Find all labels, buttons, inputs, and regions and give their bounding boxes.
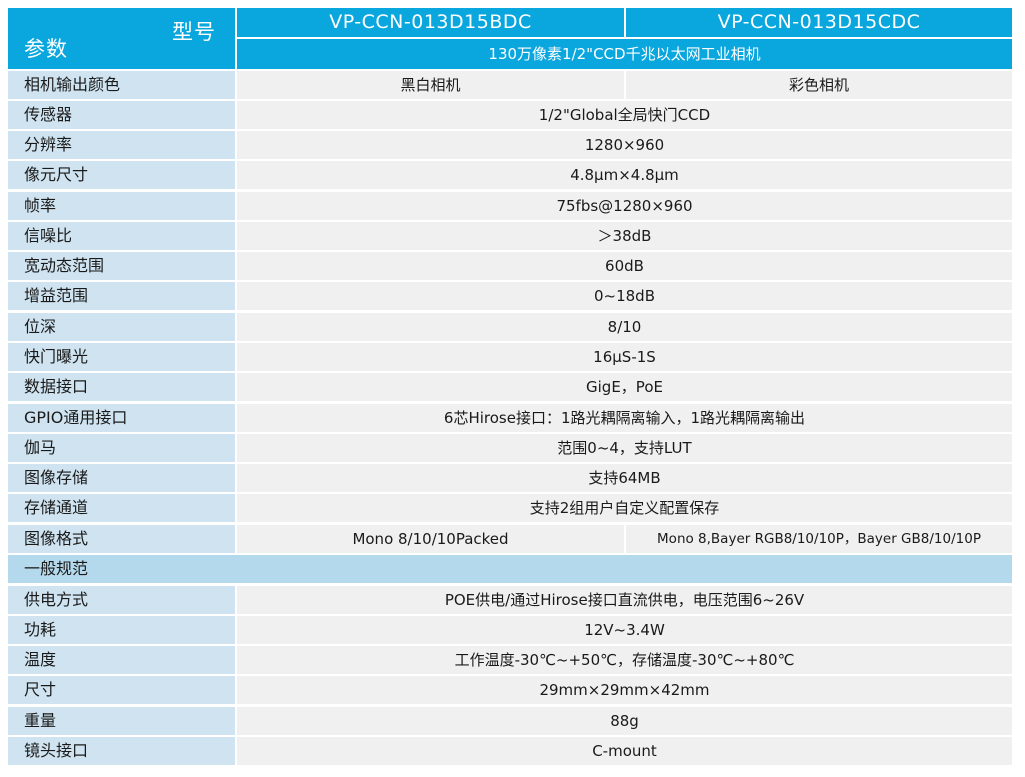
row-value: 支持2组用户自定义配置保存	[237, 494, 1012, 522]
spec-row: 信噪比 ＞38dB	[8, 222, 1012, 250]
row-label: 信噪比	[8, 222, 235, 250]
spec-row: 图像存储 支持64MB	[8, 464, 1012, 492]
row-label: 伽马	[8, 434, 235, 462]
product-subtitle: 130万像素1/2"CCD千兆以太网工业相机	[237, 39, 1012, 69]
row-value: 范围0~4，支持LUT	[237, 434, 1012, 462]
row-value: C-mount	[237, 737, 1012, 765]
row-value: 4.8μm×4.8μm	[237, 161, 1012, 189]
model-name-color: VP-CCN-013D15CDC	[626, 8, 1012, 37]
row-value: 支持64MB	[237, 464, 1012, 492]
row-label: 传感器	[8, 101, 235, 129]
spec-row: 重量 88g	[8, 707, 1012, 735]
spec-row: 宽动态范围 60dB	[8, 252, 1012, 280]
spec-row: 增益范围 0~18dB	[8, 282, 1012, 310]
row-value: POE供电/通过Hirose接口直流供电，电压范围6~26V	[237, 586, 1012, 614]
value-color: Mono 8,Bayer RGB8/10/10P，Bayer GB8/10/10…	[626, 525, 1012, 553]
row-label: 位深	[8, 313, 235, 341]
row-label: 重量	[8, 707, 235, 735]
row-label: 功耗	[8, 616, 235, 644]
spec-row: 供电方式 POE供电/通过Hirose接口直流供电，电压范围6~26V	[8, 586, 1012, 614]
row-value: 60dB	[237, 252, 1012, 280]
row-value: 1/2"Global全局快门CCD	[237, 101, 1012, 129]
spec-row: 镜头接口 C-mount	[8, 737, 1012, 765]
row-label: 温度	[8, 646, 235, 674]
section-header-general: 一般规范	[8, 555, 1012, 583]
value-mono: Mono 8/10/10Packed	[237, 525, 624, 553]
row-label: 存储通道	[8, 494, 235, 522]
row-value: 16μS-1S	[237, 343, 1012, 371]
spec-row: 像元尺寸 4.8μm×4.8μm	[8, 161, 1012, 189]
spec-row: 传感器 1/2"Global全局快门CCD	[8, 101, 1012, 129]
spec-row: 尺寸 29mm×29mm×42mm	[8, 676, 1012, 704]
table-header: 型号 参数 VP-CCN-013D15BDC VP-CCN-013D15CDC …	[8, 8, 1012, 69]
spec-row: 温度 工作温度-30℃~+50℃，存储温度-30℃~+80℃	[8, 646, 1012, 674]
row-label: 分辨率	[8, 131, 235, 159]
spec-row: 功耗 12V~3.4W	[8, 616, 1012, 644]
header-corner-cell: 型号 参数	[8, 8, 235, 69]
spec-row: 位深 8/10	[8, 313, 1012, 341]
row-label: 像元尺寸	[8, 161, 235, 189]
model-name-mono: VP-CCN-013D15BDC	[237, 8, 624, 37]
row-label: 数据接口	[8, 373, 235, 401]
spec-row-output-color: 相机输出颜色 黑白相机 彩色相机	[8, 71, 1012, 99]
row-value: 0~18dB	[237, 282, 1012, 310]
row-label: 尺寸	[8, 676, 235, 704]
row-value: 6芯Hirose接口：1路光耦隔离输入，1路光耦隔离输出	[237, 404, 1012, 432]
row-label: GPIO通用接口	[8, 404, 235, 432]
spec-row: 伽马 范围0~4，支持LUT	[8, 434, 1012, 462]
row-value: 12V~3.4W	[237, 616, 1012, 644]
row-value: 75fbs@1280×960	[237, 192, 1012, 220]
row-label: 快门曝光	[8, 343, 235, 371]
value-mono: 黑白相机	[237, 71, 624, 99]
row-label: 增益范围	[8, 282, 235, 310]
params-label: 参数	[24, 37, 68, 61]
row-label: 供电方式	[8, 586, 235, 614]
row-label: 图像格式	[8, 525, 235, 553]
spec-row: 数据接口 GigE，PoE	[8, 373, 1012, 401]
row-value: 8/10	[237, 313, 1012, 341]
row-value: ＞38dB	[237, 222, 1012, 250]
row-value: 29mm×29mm×42mm	[237, 676, 1012, 704]
row-label: 帧率	[8, 192, 235, 220]
row-label: 图像存储	[8, 464, 235, 492]
spec-row: 存储通道 支持2组用户自定义配置保存	[8, 494, 1012, 522]
row-label: 镜头接口	[8, 737, 235, 765]
row-value: 1280×960	[237, 131, 1012, 159]
model-label: 型号	[172, 20, 216, 44]
row-label: 相机输出颜色	[8, 71, 235, 99]
spec-row-image-format: 图像格式 Mono 8/10/10Packed Mono 8,Bayer RGB…	[8, 525, 1012, 553]
row-value: 工作温度-30℃~+50℃，存储温度-30℃~+80℃	[237, 646, 1012, 674]
row-value: 88g	[237, 707, 1012, 735]
spec-row: 分辨率 1280×960	[8, 131, 1012, 159]
spec-row: 快门曝光 16μS-1S	[8, 343, 1012, 371]
spec-row: GPIO通用接口 6芯Hirose接口：1路光耦隔离输入，1路光耦隔离输出	[8, 404, 1012, 432]
value-color: 彩色相机	[626, 71, 1012, 99]
row-value: GigE，PoE	[237, 373, 1012, 401]
row-label: 宽动态范围	[8, 252, 235, 280]
spec-row: 帧率 75fbs@1280×960	[8, 192, 1012, 220]
